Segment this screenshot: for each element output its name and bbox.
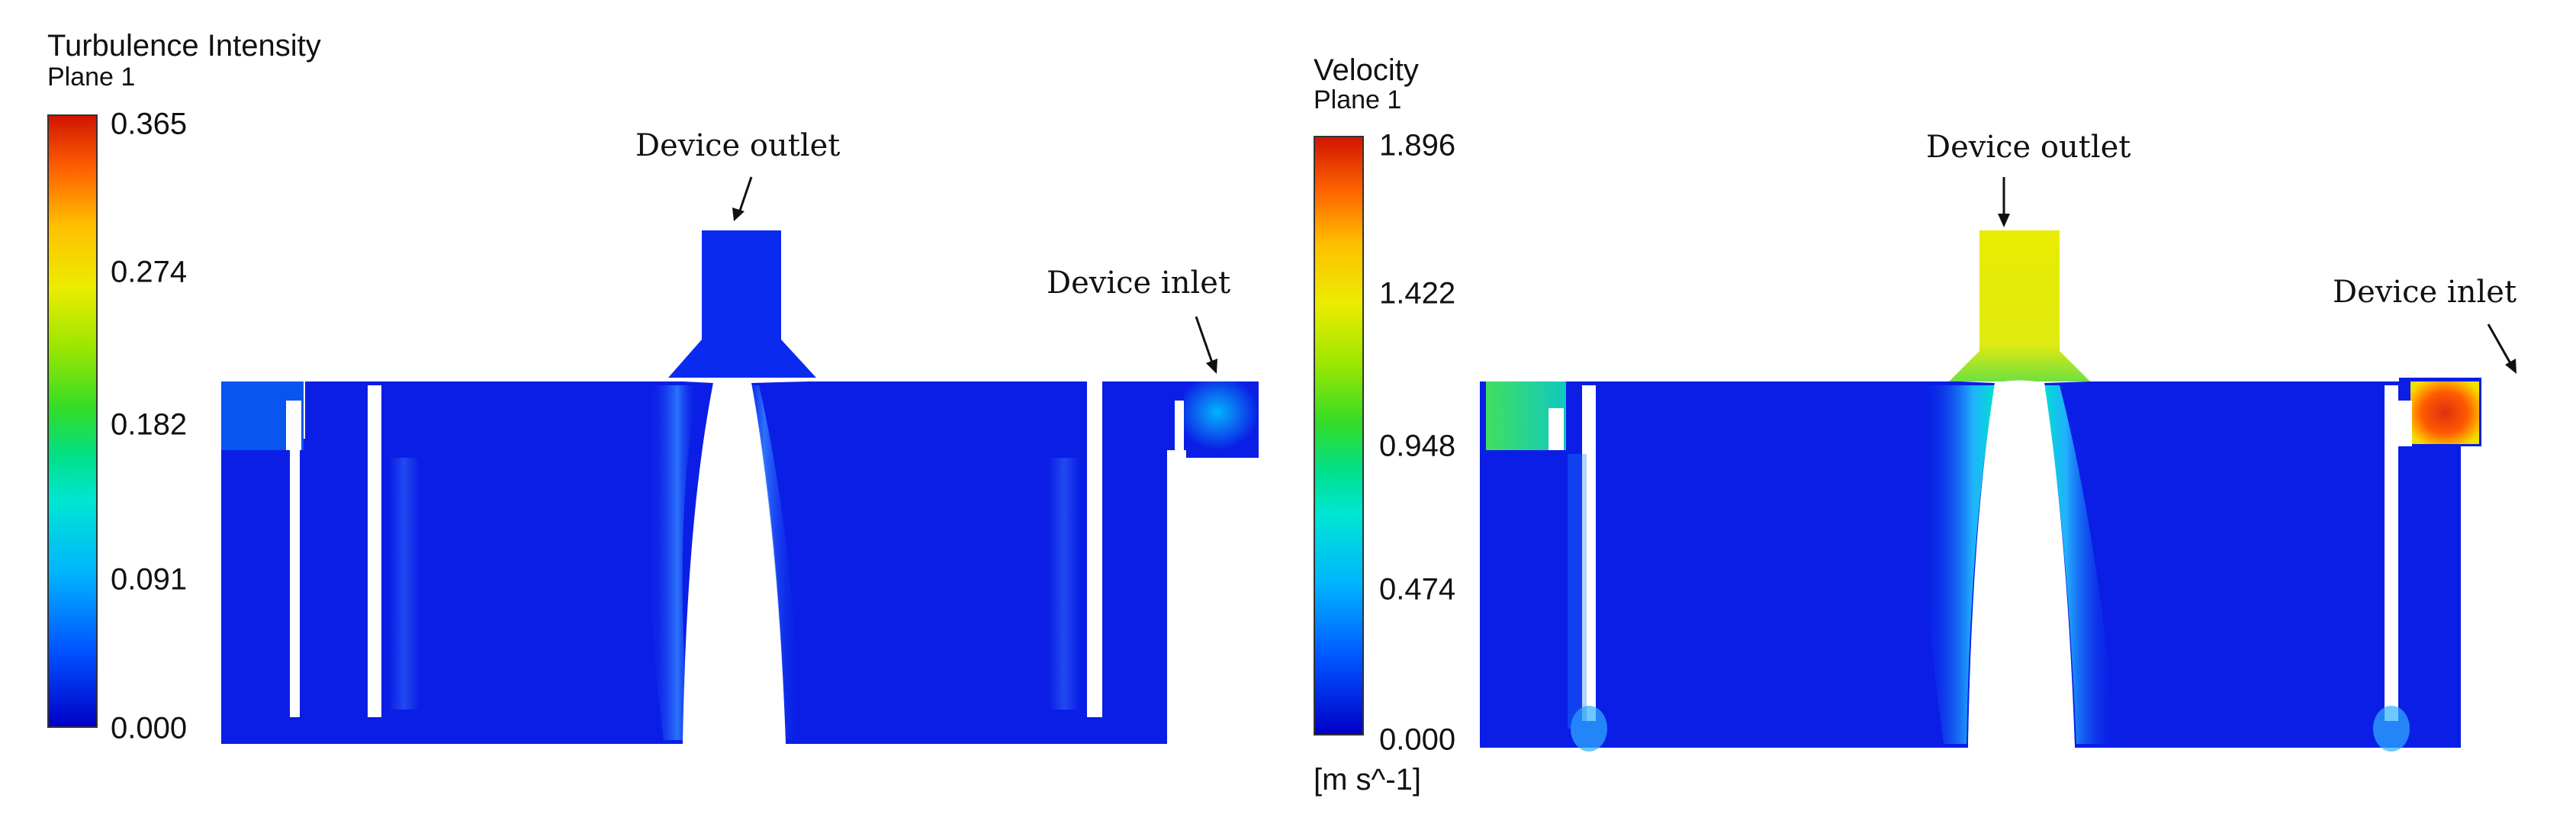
legend-tick: 0.365: [111, 107, 188, 141]
legend-units: [m s^-1]: [1314, 763, 1421, 797]
velocity-contour-plot: [1480, 177, 2517, 752]
legend-tick: 0.091: [111, 562, 188, 597]
legend-title: Velocity: [1314, 53, 1419, 87]
legend-tick: 0.948: [1379, 429, 1456, 463]
device-outlet-label: Device outlet: [635, 128, 841, 163]
device-outlet-label: Device outlet: [1926, 130, 2131, 165]
legend-tick: 0.000: [1379, 723, 1456, 757]
device-inlet-label: Device inlet: [1047, 266, 1231, 301]
turbulence-contour-plot: [221, 176, 1259, 744]
outlet-pipe: [1949, 230, 2090, 381]
device-inlet-label: Device inlet: [2333, 275, 2517, 310]
outlet-pipe: [668, 230, 816, 378]
legend-tick: 1.422: [1379, 276, 1456, 311]
velocity-panel: Velocity Plane 1 1.896 1.422 0.948 0.474…: [1289, 0, 2576, 824]
legend-title: Turbulence Intensity: [47, 29, 321, 63]
legend-tick: 0.474: [1379, 572, 1456, 607]
central-cusp: [683, 380, 786, 744]
central-cusp: [1968, 380, 2075, 748]
legend-tick: 0.274: [111, 255, 188, 289]
colorbar: [47, 114, 98, 728]
turbulence-intensity-panel: Turbulence Intensity Plane 1 0.365 0.274…: [47, 29, 1259, 745]
fluid-domain-left: [221, 381, 713, 744]
colorbar: [1314, 136, 1364, 735]
legend-tick: 0.000: [111, 711, 188, 745]
fluid-domain-right: [751, 381, 1259, 744]
legend-subtitle: Plane 1: [1314, 85, 1402, 114]
fluid-domain-right: [2044, 381, 2388, 748]
fluid-domain-left: [1480, 381, 1587, 748]
legend-tick: 0.182: [111, 407, 188, 442]
legend-tick: 1.896: [1379, 128, 1456, 163]
legend-subtitle: Plane 1: [47, 63, 136, 92]
